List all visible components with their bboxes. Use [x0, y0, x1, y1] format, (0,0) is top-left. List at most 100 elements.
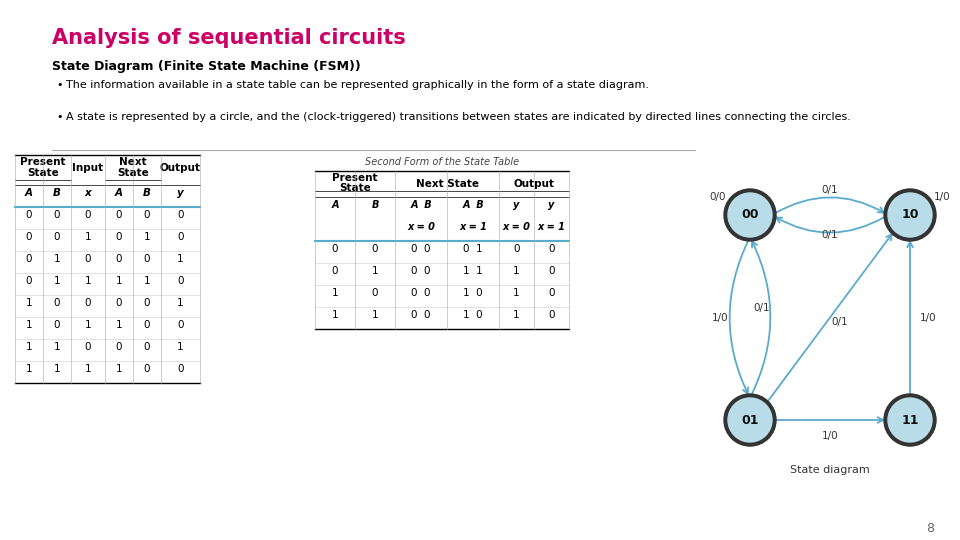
Text: 1/0: 1/0 [920, 313, 936, 322]
Circle shape [724, 394, 776, 446]
Text: x = 1: x = 1 [538, 222, 565, 232]
Text: State Diagram (Finite State Machine (FSM)): State Diagram (Finite State Machine (FSM… [52, 60, 361, 73]
Text: 1: 1 [84, 276, 91, 286]
Text: State: State [117, 168, 149, 178]
Text: 1: 1 [116, 276, 122, 286]
Text: 8: 8 [926, 522, 934, 535]
Text: 0: 0 [84, 298, 91, 308]
Text: 0: 0 [178, 320, 183, 330]
Text: 0: 0 [116, 298, 122, 308]
Text: State: State [27, 168, 59, 178]
Text: The information available in a state table can be represented graphically in the: The information available in a state tab… [66, 80, 649, 90]
Text: 1: 1 [144, 232, 151, 242]
Text: 0: 0 [372, 288, 378, 298]
Text: y: y [178, 188, 184, 198]
Text: 1: 1 [54, 342, 60, 352]
Text: 1: 1 [178, 342, 183, 352]
Text: 0/0: 0/0 [709, 192, 727, 202]
Text: 00: 00 [741, 208, 758, 221]
Text: A: A [115, 188, 123, 198]
Text: 1: 1 [54, 276, 60, 286]
Text: 0: 0 [144, 298, 151, 308]
Text: 0: 0 [26, 210, 33, 220]
Text: 1: 1 [514, 310, 519, 320]
Text: 0  0: 0 0 [411, 266, 431, 276]
Text: 1: 1 [116, 320, 122, 330]
Circle shape [888, 193, 932, 237]
Text: 0: 0 [548, 310, 555, 320]
Text: 0: 0 [116, 210, 122, 220]
Text: 1: 1 [26, 298, 33, 308]
Text: 0: 0 [84, 254, 91, 264]
Text: 0: 0 [54, 298, 60, 308]
Text: 0: 0 [144, 342, 151, 352]
Circle shape [888, 398, 932, 442]
Circle shape [884, 394, 936, 446]
Text: 0: 0 [54, 320, 60, 330]
Text: 0: 0 [84, 342, 91, 352]
Text: B: B [143, 188, 151, 198]
Text: 0: 0 [332, 266, 338, 276]
Text: 0: 0 [548, 288, 555, 298]
Text: 1: 1 [332, 310, 338, 320]
Text: Input: Input [72, 163, 104, 173]
Text: 1/0: 1/0 [822, 431, 838, 441]
Text: 0: 0 [26, 254, 33, 264]
Text: 1: 1 [178, 298, 183, 308]
Text: 0: 0 [116, 232, 122, 242]
Text: 01: 01 [741, 414, 758, 427]
Text: x = 0: x = 0 [503, 222, 531, 232]
Text: 0: 0 [26, 232, 33, 242]
Text: 0: 0 [548, 266, 555, 276]
Text: 0: 0 [178, 210, 183, 220]
Text: 1  1: 1 1 [463, 266, 483, 276]
Text: 0: 0 [116, 254, 122, 264]
Text: 0: 0 [54, 210, 60, 220]
Text: A: A [331, 200, 339, 210]
Text: 1: 1 [178, 254, 183, 264]
Circle shape [728, 193, 772, 237]
Text: •: • [56, 112, 62, 122]
Text: 0/1: 0/1 [822, 185, 838, 195]
Text: x: x [84, 188, 91, 198]
Text: 1/0: 1/0 [934, 192, 950, 202]
Text: y: y [514, 200, 519, 210]
Text: Next: Next [119, 157, 147, 167]
Text: 10: 10 [901, 208, 919, 221]
Text: 0: 0 [178, 276, 183, 286]
Text: 0  0: 0 0 [411, 244, 431, 254]
Text: 0: 0 [144, 320, 151, 330]
Text: 0: 0 [178, 232, 183, 242]
Text: B: B [372, 200, 378, 210]
Text: x = 1: x = 1 [459, 222, 487, 232]
Text: 1: 1 [332, 288, 338, 298]
Text: A: A [25, 188, 33, 198]
Text: B: B [53, 188, 60, 198]
Text: 0: 0 [144, 210, 151, 220]
Text: 1  0: 1 0 [463, 288, 483, 298]
Text: 0: 0 [144, 364, 151, 374]
Text: A state is represented by a circle, and the (clock-triggered) transitions betwee: A state is represented by a circle, and … [66, 112, 851, 122]
Text: 1: 1 [26, 342, 33, 352]
Text: 1: 1 [54, 364, 60, 374]
Text: 1: 1 [372, 310, 378, 320]
Text: y: y [548, 200, 555, 210]
Text: 0: 0 [84, 210, 91, 220]
Text: 1: 1 [144, 276, 151, 286]
Text: Output: Output [160, 163, 201, 173]
Text: Present: Present [332, 173, 377, 183]
Text: 0/1: 0/1 [831, 318, 849, 327]
Text: 0: 0 [372, 244, 378, 254]
Text: 0: 0 [116, 342, 122, 352]
Text: A  B: A B [462, 200, 484, 210]
Text: Analysis of sequential circuits: Analysis of sequential circuits [52, 28, 406, 48]
Text: 1: 1 [54, 254, 60, 264]
Text: 0: 0 [26, 276, 33, 286]
Text: State: State [339, 183, 371, 193]
Circle shape [884, 189, 936, 241]
Text: 1: 1 [26, 320, 33, 330]
Text: 1: 1 [514, 288, 519, 298]
Text: 0/1: 0/1 [822, 230, 838, 240]
Text: 11: 11 [901, 414, 919, 427]
Text: 1: 1 [514, 266, 519, 276]
